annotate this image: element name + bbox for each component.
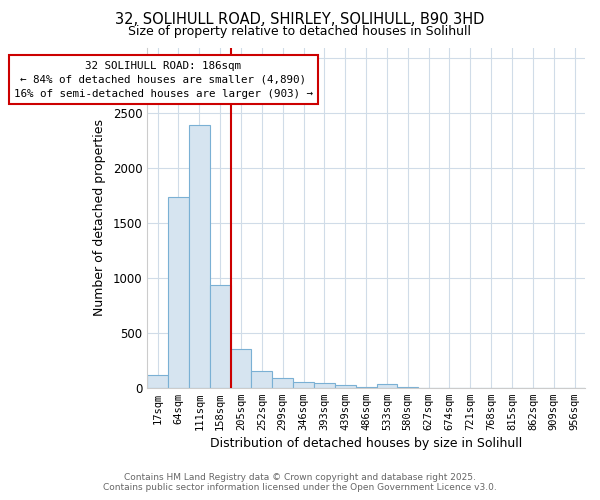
Bar [377,384,397,388]
X-axis label: Distribution of detached houses by size in Solihull: Distribution of detached houses by size … [210,437,522,450]
Bar [168,196,189,388]
Bar [272,378,293,388]
Bar [251,370,272,388]
Bar [356,387,377,388]
Y-axis label: Number of detached properties: Number of detached properties [93,119,106,316]
Bar [147,374,168,388]
Bar [314,383,335,388]
Bar [230,350,251,388]
Bar [210,284,230,388]
Text: 32 SOLIHULL ROAD: 186sqm
← 84% of detached houses are smaller (4,890)
16% of sem: 32 SOLIHULL ROAD: 186sqm ← 84% of detach… [14,60,313,98]
Bar [189,126,210,388]
Text: 32, SOLIHULL ROAD, SHIRLEY, SOLIHULL, B90 3HD: 32, SOLIHULL ROAD, SHIRLEY, SOLIHULL, B9… [115,12,485,28]
Bar [335,385,356,388]
Bar [293,382,314,388]
Bar [397,387,418,388]
Text: Contains HM Land Registry data © Crown copyright and database right 2025.
Contai: Contains HM Land Registry data © Crown c… [103,473,497,492]
Text: Size of property relative to detached houses in Solihull: Size of property relative to detached ho… [128,25,472,38]
